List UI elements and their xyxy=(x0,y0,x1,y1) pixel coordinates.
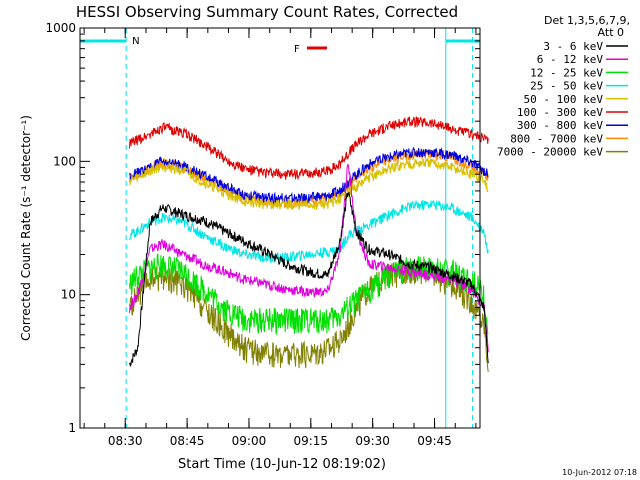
x-tick-label: 09:00 xyxy=(232,434,267,448)
y-axis-label: Corrected Count Rate (s⁻¹ detector⁻¹) xyxy=(19,115,33,341)
plot-frame xyxy=(79,27,481,429)
x-tick-label: 09:45 xyxy=(417,434,452,448)
chart-title: HESSI Observing Summary Count Rates, Cor… xyxy=(76,3,458,21)
y-tick-label: 1000 xyxy=(45,21,76,35)
x-tick-label: 09:15 xyxy=(293,434,328,448)
y-tick-label: 1 xyxy=(68,421,76,435)
plot-area: NF xyxy=(80,28,489,428)
series-line-3-6-kev xyxy=(129,191,489,367)
series-line-6-12-kev xyxy=(128,163,489,353)
legend-label: 50 - 100 keV xyxy=(524,93,604,106)
x-tick-label: 08:30 xyxy=(108,434,143,448)
flare-flag-label: F xyxy=(294,44,300,55)
series-line-25-50-kev xyxy=(129,200,489,265)
x-axis-label: Start Time (10-Jun-12 08:19:02) xyxy=(178,457,386,472)
legend-label: 6 - 12 keV xyxy=(537,53,604,66)
x-tick-label: 08:45 xyxy=(170,434,205,448)
y-tick-label: 10 xyxy=(61,288,76,302)
y-tick-label: 100 xyxy=(53,154,76,168)
legend-label: 800 - 7000 keV xyxy=(510,132,603,145)
legend-header-line-2: Att 0 xyxy=(598,26,624,39)
legend-label: 12 - 25 keV xyxy=(530,66,603,79)
series-line-300-800-kev xyxy=(128,147,489,205)
night-flag-label: N xyxy=(132,36,139,47)
series-line-100-300-kev xyxy=(128,116,489,181)
series-line-50-100-kev xyxy=(128,157,489,210)
legend-label: 3 - 6 keV xyxy=(543,40,603,53)
legend-header-line-1: Det 1,3,5,6,7,9, xyxy=(544,14,630,27)
legend-label: 300 - 800 keV xyxy=(517,119,603,132)
legend-label: 7000 - 20000 keV xyxy=(497,146,603,159)
legend-label: 25 - 50 keV xyxy=(530,80,603,93)
legend-label: 100 - 300 keV xyxy=(517,106,603,119)
x-tick-label: 09:30 xyxy=(355,434,390,448)
footer-date: 10-Jun-2012 07:18 xyxy=(562,468,637,477)
